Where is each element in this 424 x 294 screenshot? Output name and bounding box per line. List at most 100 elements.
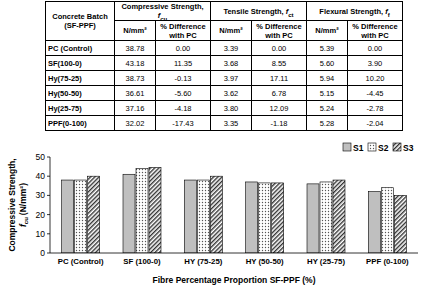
cell-text: 8.55 [272,59,287,68]
cell-text: -0.13 [174,74,191,83]
legend-label: S3 [403,143,414,153]
data-cell: 5.39 [307,41,348,56]
y-axis-title: fcu(N/mm²) [18,183,29,227]
data-cell: 3.35 [211,116,252,131]
header-cell: N/mm² [211,21,252,41]
cell-text: 3.39 [224,44,239,53]
data-cell: SF(100-0) [46,56,115,71]
cell-text: -1.18 [270,119,287,128]
data-cell: 3.90 [348,56,403,71]
x-tick-label: PC (Control) [58,257,104,266]
header-cell: % Difference with PC [252,21,307,41]
data-cell: -4.45 [348,86,403,101]
bar [272,183,284,253]
cell-text: 3.80 [224,104,239,113]
header-cell: Compressive Strength, fcu [115,2,211,21]
data-cell: 10.20 [348,71,403,86]
header-cell: N/mm² [307,21,348,41]
header-symbol: f [385,7,388,16]
header-text: Flexural Strength, [319,7,383,16]
legend-swatch [368,143,376,151]
bar [394,195,406,253]
data-cell: PPF(0-100) [46,116,115,131]
data-cell: 3.80 [211,101,252,116]
data-cell: -1.18 [252,116,307,131]
data-cell: 8.55 [252,56,307,71]
y-tick-label: 0 [40,248,45,258]
bar [259,183,271,253]
header-text: Tensile Strength, [223,7,283,16]
header-cell: N/mm² [115,21,156,41]
header-text: % Difference with PC [160,22,205,40]
cell-text: 37.16 [126,104,145,113]
cell-text: 32.02 [126,119,145,128]
header-text: Compressive Strength, [121,2,203,11]
data-cell: 43.18 [115,56,156,71]
data-cell: 17.11 [252,71,307,86]
cell-text: 5.94 [320,74,335,83]
y-tick [47,233,50,234]
y-axis [50,157,51,253]
header-text: % Difference with PC [256,22,301,40]
bar [149,168,161,253]
y-axis-title: Compressive Strength, [7,158,17,251]
legend-label: S2 [378,143,389,153]
data-cell: 5.28 [307,116,348,131]
cell-text: -4.45 [366,89,383,98]
table-wrap: Concrete Batch(SF-PPF)Compressive Streng… [45,1,403,131]
data-cell: 6.78 [252,86,307,101]
data-cell: -5.60 [156,86,211,101]
cell-text: Hy(25-75) [48,104,82,113]
bar [62,180,74,253]
cell-text: 3.90 [368,59,383,68]
data-cell: 36.61 [115,86,156,101]
bar [333,180,345,253]
cell-text: 0.00 [176,44,191,53]
data-cell: PC (Control) [46,41,115,56]
data-cell: 38.73 [115,71,156,86]
y-axis-sub: cu [23,217,29,224]
header-cell: Flexural Strength, ff [307,2,403,21]
header-text: (SF-PPF) [64,21,96,30]
data-cell: 0.00 [252,41,307,56]
cell-text: PC (Control) [48,44,92,53]
y-tick [47,253,50,254]
cell-text: 3.62 [224,89,239,98]
header-row: Concrete Batch(SF-PPF)Compressive Streng… [46,2,403,21]
data-row: Hy(50-50)36.61-5.603.626.785.15-4.45 [46,86,403,101]
cell-text: 17.11 [270,74,288,83]
cell-text: 38.78 [126,44,145,53]
bar [88,176,100,253]
y-tick [47,195,50,196]
bars [62,168,407,253]
legend-label: S1 [353,143,364,153]
data-cell: 3.97 [211,71,252,86]
data-row: PC (Control)38.780.003.390.005.390.00 [46,41,403,56]
data-row: PPF(0-100)32.02-17.433.35-1.185.28-2.04 [46,116,403,131]
cell-text: Hy(75-25) [48,74,82,83]
cell-text: 5.24 [320,104,335,113]
bar [368,192,380,253]
header-text: % Difference with PC [352,22,397,40]
header-sub: ct [288,11,293,17]
header-cell: Tensile Strength, fct [211,2,307,21]
y-tick-label: 50 [36,152,46,162]
x-axis-title: Fibre Percentage Proportion SF-PPF (%) [153,275,316,285]
cell-text: Hy(50-50) [48,89,82,98]
results-table: Concrete Batch(SF-PPF)Compressive Streng… [45,1,403,131]
y-tick-label: 40 [36,171,46,181]
header-cell: Concrete Batch(SF-PPF) [46,2,115,41]
data-row: SF(100-0)43.1811.353.688.555.603.90 [46,56,403,71]
data-cell: 0.00 [348,41,403,56]
cell-text: -5.60 [174,89,191,98]
data-cell: 3.68 [211,56,252,71]
cell-text: 3.97 [224,74,239,83]
data-row: Hy(25-75)37.16-4.183.8012.095.24-2.78 [46,101,403,116]
data-cell: -2.78 [348,101,403,116]
cell-text: 0.00 [368,44,383,53]
bar [381,188,393,253]
bar [123,174,135,253]
header-symbol: f [286,7,289,16]
y-tick [47,157,50,158]
data-cell: 12.09 [252,101,307,116]
